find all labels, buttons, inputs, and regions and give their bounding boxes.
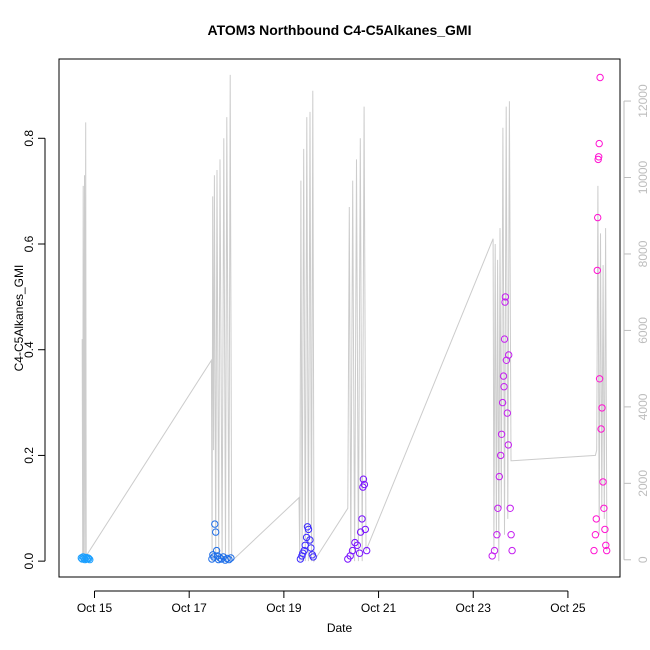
data-point — [595, 153, 603, 161]
y-tick-label-right: 6000 — [636, 317, 650, 344]
data-point — [304, 525, 313, 534]
y-axis-right: 0 2000 4000 6000 8000 10000 12000 — [623, 84, 650, 563]
data-point — [595, 139, 603, 148]
data-point — [593, 266, 601, 275]
x-tick-label: Oct 21 — [361, 601, 397, 615]
data-point — [507, 531, 515, 539]
data-point — [603, 546, 611, 555]
data-point — [227, 554, 235, 562]
data-point — [494, 504, 502, 512]
data-point — [501, 293, 510, 301]
data-point — [225, 555, 233, 564]
data-point — [508, 546, 516, 555]
data-point — [601, 525, 609, 534]
data-point — [80, 554, 88, 563]
data-point — [591, 531, 600, 539]
y-axis-label: C4-C5Alkanes_GMI — [12, 265, 26, 372]
y-tick-label-right: 10000 — [636, 161, 650, 195]
y-tick-label-left: 0.4 — [22, 341, 36, 358]
data-point — [490, 546, 499, 555]
x-tick-label: Oct 19 — [266, 601, 302, 615]
x-axis-label: Date — [327, 621, 353, 635]
data-point — [590, 546, 598, 555]
data-point — [359, 475, 368, 483]
data-point — [86, 555, 94, 564]
y-tick-label-left: 0.2 — [22, 447, 36, 464]
x-tick-label: Oct 23 — [456, 601, 492, 615]
data-point — [504, 441, 512, 449]
y-tick-label-right: 4000 — [636, 393, 650, 420]
data-point — [597, 425, 605, 433]
data-point — [358, 515, 366, 523]
data-point — [503, 409, 511, 417]
scatter-points-layer — [77, 73, 611, 564]
y-tick-label-right: 8000 — [636, 240, 650, 267]
data-point — [596, 73, 604, 82]
data-point — [506, 504, 514, 512]
data-point — [85, 554, 93, 563]
data-point — [498, 398, 507, 407]
data-point — [361, 525, 369, 534]
data-point — [223, 554, 231, 563]
data-point — [212, 528, 220, 536]
data-point — [211, 520, 219, 528]
y-tick-label-left: 0.8 — [22, 130, 36, 147]
secondary-series-line — [81, 74, 608, 563]
data-point — [353, 541, 361, 549]
y-tick-label-right: 0 — [636, 556, 650, 563]
y-tick-label-left: 0.0 — [22, 552, 36, 569]
data-point — [217, 555, 226, 563]
y-axis-left: 0.0 0.2 0.4 0.6 0.8 — [22, 130, 46, 569]
data-point — [307, 544, 315, 552]
data-point — [500, 383, 508, 391]
chart-title: ATOM3 Northbound C4-C5Alkanes_GMI — [208, 22, 472, 38]
data-point — [497, 451, 505, 460]
data-point — [355, 549, 364, 557]
y-tick-label-left: 0.6 — [22, 235, 36, 252]
x-axis: Oct 15 Oct 17 Oct 19 Oct 21 Oct 23 Oct 25 — [77, 590, 586, 615]
x-tick-label: Oct 17 — [172, 601, 208, 615]
data-point — [598, 404, 606, 412]
data-point — [212, 546, 221, 555]
x-tick-label: Oct 25 — [550, 601, 586, 615]
data-point — [348, 546, 357, 555]
data-point — [306, 536, 314, 544]
data-point — [594, 155, 602, 164]
data-point — [493, 531, 501, 539]
x-tick-label: Oct 15 — [77, 601, 113, 615]
data-point — [499, 372, 508, 380]
y-tick-label-right: 2000 — [636, 470, 650, 497]
data-point — [363, 546, 371, 555]
y-tick-label-right: 12000 — [636, 84, 650, 118]
data-point — [595, 375, 604, 383]
data-point — [497, 430, 506, 438]
plot-frame — [58, 58, 621, 578]
data-point — [500, 335, 509, 343]
data-point — [599, 478, 607, 486]
data-point — [300, 546, 308, 555]
data-point — [602, 541, 610, 549]
data-point — [501, 298, 509, 306]
data-point — [600, 504, 608, 512]
data-point — [594, 213, 602, 222]
data-point — [505, 351, 513, 359]
secondary-line-layer — [81, 74, 608, 563]
data-point — [360, 480, 369, 489]
data-point — [309, 553, 317, 561]
data-point — [592, 515, 600, 523]
data-point — [495, 472, 503, 481]
